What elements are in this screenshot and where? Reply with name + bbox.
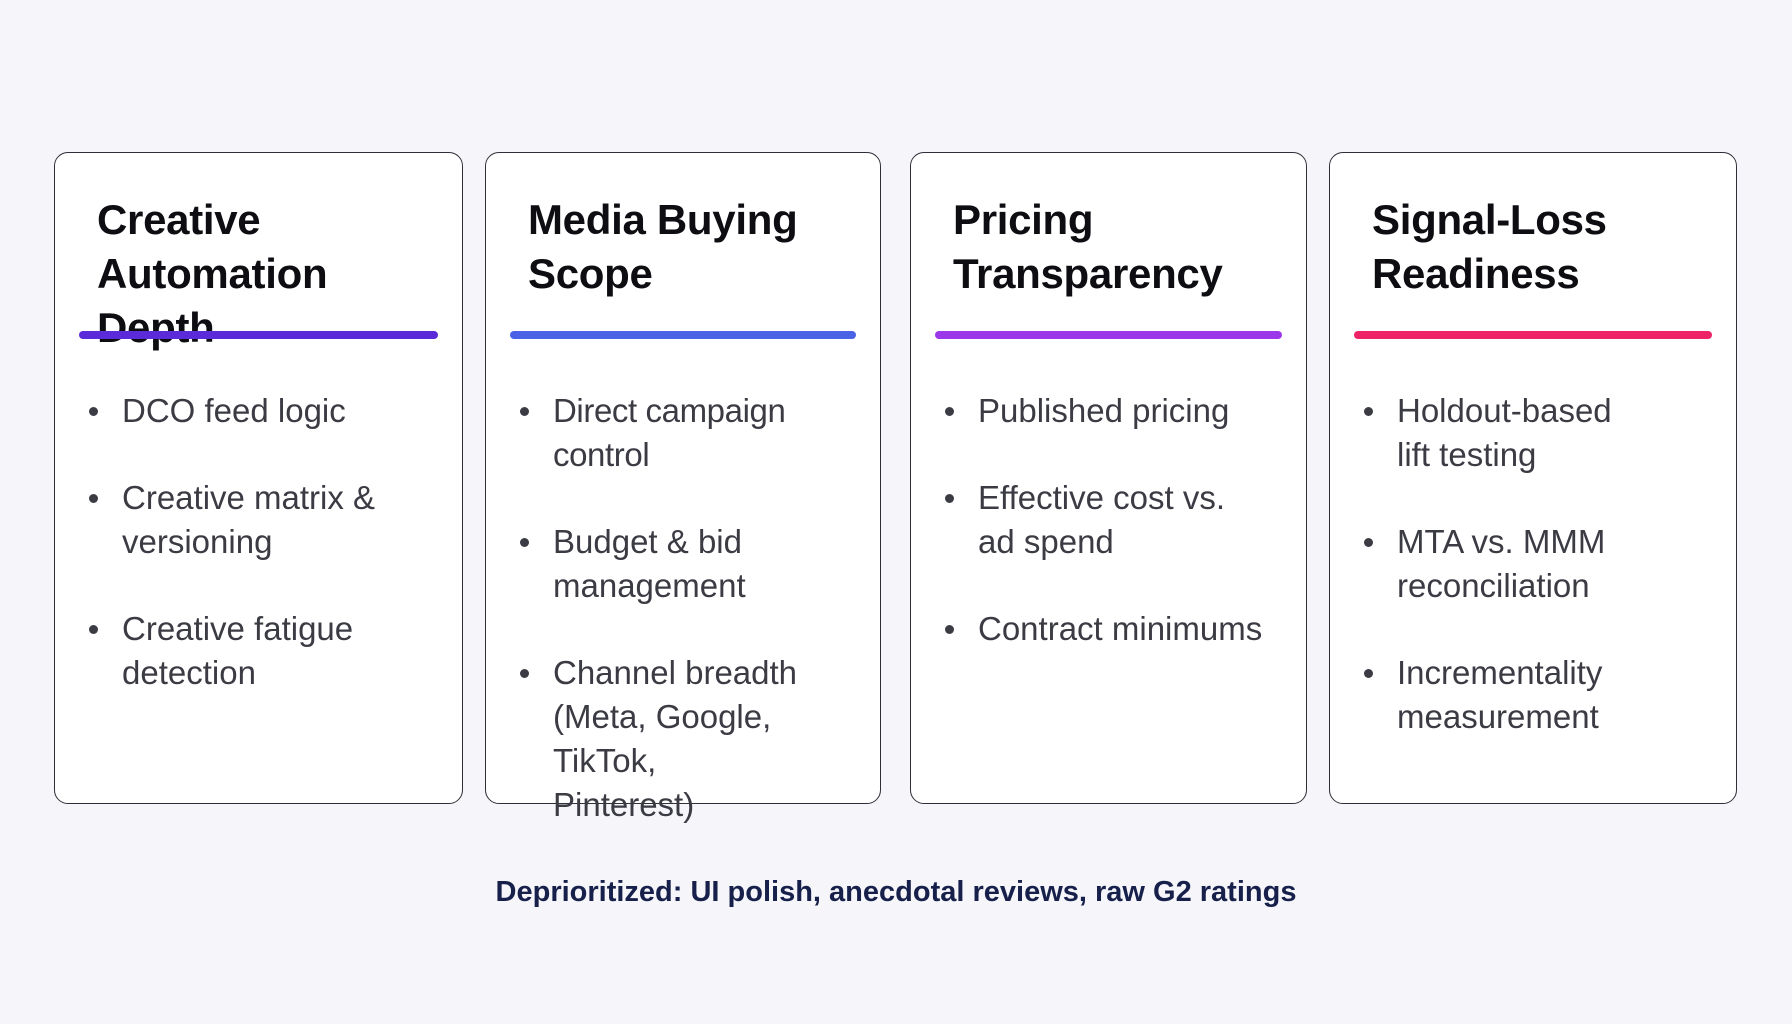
list-item: Effective cost vs. ad spend [945,476,1296,564]
card-media-buying: Media Buying Scope Direct campaign contr… [485,152,881,823]
list-item: Creative matrix & versioning [89,476,452,564]
list-item: Published pricing [945,389,1296,433]
deprioritized-note: Deprioritized: UI polish, anecdotal revi… [495,876,1297,908]
card-list: Direct campaign control Budget & bid man… [520,389,870,870]
list-item: Direct campaign control [520,389,870,477]
card-accent-rule [79,331,438,339]
list-item: DCO feed logic [89,389,452,433]
card-accent-rule [510,331,856,339]
card-accent-rule [935,331,1282,339]
card-list: Holdout-based lift testing MTA vs. MMM r… [1364,389,1726,782]
card-list: DCO feed logic Creative matrix & version… [89,389,452,738]
card-signal-loss: Signal-Loss Readiness Holdout-based lift… [1329,152,1737,804]
list-item: Budget & bid management [520,520,870,608]
card-title: Creative Automation Depth [97,196,328,351]
card-accent-rule [1354,331,1712,339]
list-item: Channel breadth (Meta, Google, TikTok, P… [520,651,870,827]
list-item: Incrementality measurement [1364,651,1726,739]
card-title: Signal-Loss Readiness [1372,196,1607,297]
list-item: MTA vs. MMM reconciliation [1364,520,1726,608]
list-item: Creative fatigue detection [89,607,452,695]
card-title: Pricing Transparency [953,196,1223,297]
card-creative-automation: Creative Automation Depth DCO feed logic… [54,152,463,804]
list-item: Contract minimums [945,607,1296,651]
card-title: Media Buying Scope [528,196,798,297]
card-pricing-transparency: Pricing Transparency Published pricing E… [910,152,1307,804]
list-item: Holdout-based lift testing [1364,389,1726,477]
card-list: Published pricing Effective cost vs. ad … [945,389,1296,694]
